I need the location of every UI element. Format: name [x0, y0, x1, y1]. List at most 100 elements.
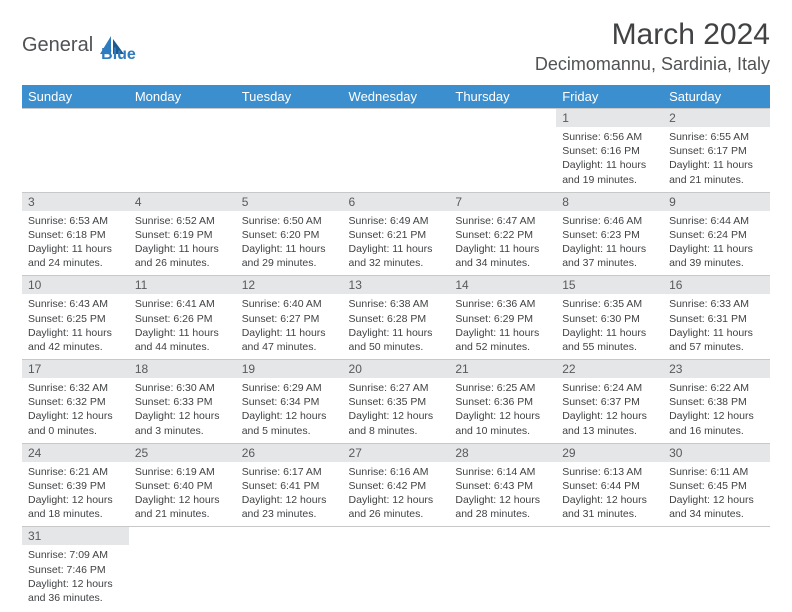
daylight-text-2: and 26 minutes.	[135, 256, 230, 270]
header: General Blue March 2024 Decimomannu, Sar…	[22, 18, 770, 75]
daylight-text-2: and 13 minutes.	[562, 424, 657, 438]
day-number: 3	[22, 193, 129, 211]
sunrise-text: Sunrise: 6:38 AM	[349, 297, 444, 311]
daylight-text-1: Daylight: 12 hours	[28, 493, 123, 507]
sunrise-text: Sunrise: 6:46 AM	[562, 214, 657, 228]
calendar-cell: 6 Sunrise: 6:49 AMSunset: 6:21 PMDaylight…	[343, 192, 450, 276]
sunset-text: Sunset: 6:29 PM	[455, 312, 550, 326]
sunset-text: Sunset: 7:46 PM	[28, 563, 123, 577]
daylight-text-2: and 31 minutes.	[562, 507, 657, 521]
calendar-cell	[449, 527, 556, 610]
day-details: Sunrise: 6:33 AMSunset: 6:31 PMDaylight:…	[663, 294, 770, 359]
calendar-cell: 14Sunrise: 6:36 AMSunset: 6:29 PMDayligh…	[449, 276, 556, 360]
calendar-cell: 22Sunrise: 6:24 AMSunset: 6:37 PMDayligh…	[556, 360, 663, 444]
day-number: 27	[343, 444, 450, 462]
day-number: 26	[236, 444, 343, 462]
sunset-text: Sunset: 6:37 PM	[562, 395, 657, 409]
daylight-text-1: Daylight: 11 hours	[135, 242, 230, 256]
day-number: 2	[663, 109, 770, 127]
calendar-cell: 23Sunrise: 6:22 AMSunset: 6:38 PMDayligh…	[663, 360, 770, 444]
day-details: Sunrise: 6:21 AMSunset: 6:39 PMDaylight:…	[22, 462, 129, 527]
calendar-cell	[236, 527, 343, 610]
sunrise-text: Sunrise: 7:09 AM	[28, 548, 123, 562]
sunset-text: Sunset: 6:31 PM	[669, 312, 764, 326]
daylight-text-2: and 55 minutes.	[562, 340, 657, 354]
day-details: Sunrise: 6:32 AMSunset: 6:32 PMDaylight:…	[22, 378, 129, 443]
daylight-text-1: Daylight: 11 hours	[349, 326, 444, 340]
daylight-text-1: Daylight: 12 hours	[455, 409, 550, 423]
sunrise-text: Sunrise: 6:41 AM	[135, 297, 230, 311]
daylight-text-2: and 18 minutes.	[28, 507, 123, 521]
daylight-text-1: Daylight: 11 hours	[455, 326, 550, 340]
calendar-cell	[343, 527, 450, 610]
calendar-week-row: 17Sunrise: 6:32 AMSunset: 6:32 PMDayligh…	[22, 360, 770, 444]
day-details: Sunrise: 6:16 AMSunset: 6:42 PMDaylight:…	[343, 462, 450, 527]
daylight-text-2: and 47 minutes.	[242, 340, 337, 354]
weekday-header: Saturday	[663, 85, 770, 109]
daylight-text-1: Daylight: 11 hours	[669, 158, 764, 172]
calendar-week-row: 10Sunrise: 6:43 AMSunset: 6:25 PMDayligh…	[22, 276, 770, 360]
daylight-text-2: and 50 minutes.	[349, 340, 444, 354]
day-details: Sunrise: 6:43 AMSunset: 6:25 PMDaylight:…	[22, 294, 129, 359]
day-details: Sunrise: 6:11 AMSunset: 6:45 PMDaylight:…	[663, 462, 770, 527]
day-details: Sunrise: 6:47 AMSunset: 6:22 PMDaylight:…	[449, 211, 556, 276]
daylight-text-2: and 36 minutes.	[28, 591, 123, 605]
day-number: 9	[663, 193, 770, 211]
sunrise-text: Sunrise: 6:40 AM	[242, 297, 337, 311]
sunset-text: Sunset: 6:28 PM	[349, 312, 444, 326]
daylight-text-1: Daylight: 12 hours	[562, 409, 657, 423]
daylight-text-2: and 26 minutes.	[349, 507, 444, 521]
day-details: Sunrise: 6:36 AMSunset: 6:29 PMDaylight:…	[449, 294, 556, 359]
sunset-text: Sunset: 6:36 PM	[455, 395, 550, 409]
sunset-text: Sunset: 6:35 PM	[349, 395, 444, 409]
location: Decimomannu, Sardinia, Italy	[535, 54, 770, 75]
sunset-text: Sunset: 6:27 PM	[242, 312, 337, 326]
daylight-text-1: Daylight: 11 hours	[669, 242, 764, 256]
day-number: 15	[556, 276, 663, 294]
calendar-cell: 1Sunrise: 6:56 AMSunset: 6:16 PMDaylight…	[556, 109, 663, 193]
calendar-week-row: 3Sunrise: 6:53 AMSunset: 6:18 PMDaylight…	[22, 192, 770, 276]
day-details: Sunrise: 6:14 AMSunset: 6:43 PMDaylight:…	[449, 462, 556, 527]
day-details: Sunrise: 6:52 AMSunset: 6:19 PMDaylight:…	[129, 211, 236, 276]
day-details: Sunrise: 6:25 AMSunset: 6:36 PMDaylight:…	[449, 378, 556, 443]
daylight-text-1: Daylight: 11 hours	[455, 242, 550, 256]
sunset-text: Sunset: 6:21 PM	[349, 228, 444, 242]
daylight-text-1: Daylight: 11 hours	[349, 242, 444, 256]
daylight-text-1: Daylight: 11 hours	[562, 158, 657, 172]
daylight-text-2: and 28 minutes.	[455, 507, 550, 521]
calendar-cell	[449, 109, 556, 193]
daylight-text-2: and 39 minutes.	[669, 256, 764, 270]
day-number: 6	[343, 193, 450, 211]
daylight-text-1: Daylight: 12 hours	[242, 409, 337, 423]
sunset-text: Sunset: 6:44 PM	[562, 479, 657, 493]
daylight-text-1: Daylight: 12 hours	[562, 493, 657, 507]
day-details: Sunrise: 6:30 AMSunset: 6:33 PMDaylight:…	[129, 378, 236, 443]
day-number: 18	[129, 360, 236, 378]
weekday-header: Friday	[556, 85, 663, 109]
day-number: 8	[556, 193, 663, 211]
daylight-text-1: Daylight: 11 hours	[242, 242, 337, 256]
calendar-table: SundayMondayTuesdayWednesdayThursdayFrid…	[22, 85, 770, 610]
daylight-text-1: Daylight: 12 hours	[28, 409, 123, 423]
sunset-text: Sunset: 6:39 PM	[28, 479, 123, 493]
day-number: 1	[556, 109, 663, 127]
day-number: 21	[449, 360, 556, 378]
sunset-text: Sunset: 6:19 PM	[135, 228, 230, 242]
day-number: 10	[22, 276, 129, 294]
sunset-text: Sunset: 6:26 PM	[135, 312, 230, 326]
day-number: 17	[22, 360, 129, 378]
sunrise-text: Sunrise: 6:56 AM	[562, 130, 657, 144]
calendar-cell: 12Sunrise: 6:40 AMSunset: 6:27 PMDayligh…	[236, 276, 343, 360]
daylight-text-2: and 34 minutes.	[669, 507, 764, 521]
month-title: March 2024	[535, 18, 770, 52]
sunset-text: Sunset: 6:38 PM	[669, 395, 764, 409]
sunset-text: Sunset: 6:18 PM	[28, 228, 123, 242]
sunrise-text: Sunrise: 6:22 AM	[669, 381, 764, 395]
sunrise-text: Sunrise: 6:49 AM	[349, 214, 444, 228]
calendar-cell: 18Sunrise: 6:30 AMSunset: 6:33 PMDayligh…	[129, 360, 236, 444]
calendar-cell: 16Sunrise: 6:33 AMSunset: 6:31 PMDayligh…	[663, 276, 770, 360]
calendar-cell: 2Sunrise: 6:55 AMSunset: 6:17 PMDaylight…	[663, 109, 770, 193]
sunset-text: Sunset: 6:45 PM	[669, 479, 764, 493]
daylight-text-2: and 21 minutes.	[135, 507, 230, 521]
day-number: 11	[129, 276, 236, 294]
